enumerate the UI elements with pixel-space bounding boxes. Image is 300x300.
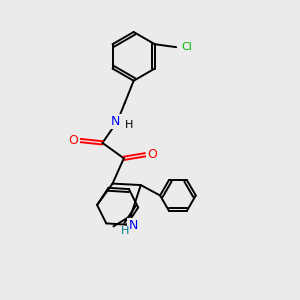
Text: O: O xyxy=(147,148,157,161)
Text: H: H xyxy=(121,226,130,236)
Text: Cl: Cl xyxy=(181,42,192,52)
Text: O: O xyxy=(69,134,79,147)
Text: N: N xyxy=(111,115,121,128)
Text: N: N xyxy=(128,219,138,232)
Text: H: H xyxy=(124,120,133,130)
